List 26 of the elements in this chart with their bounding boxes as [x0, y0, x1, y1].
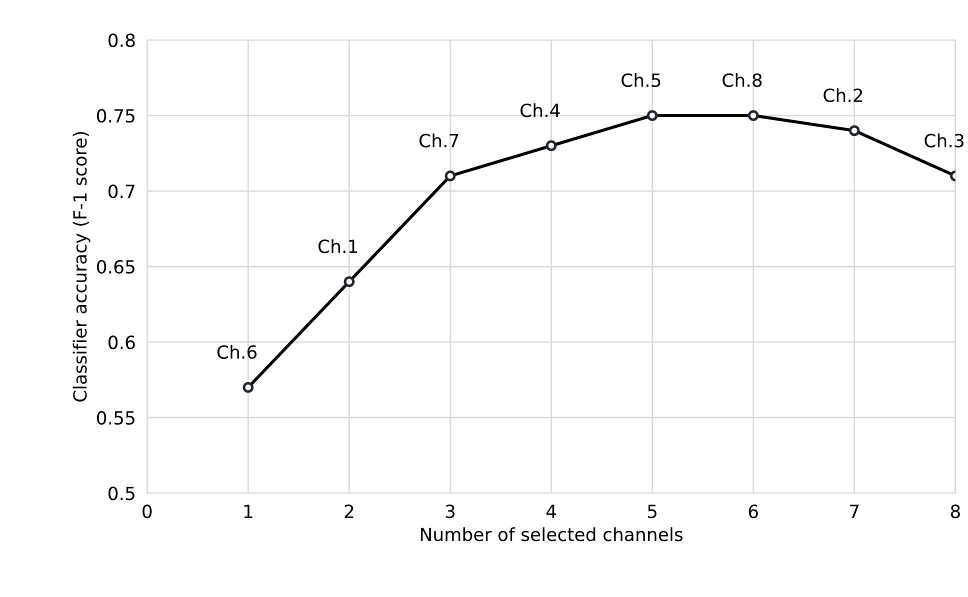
x-tick-label: 1: [244, 504, 252, 518]
x-tick-label: 2: [344, 504, 354, 518]
x-tick-label: 6: [748, 504, 758, 518]
y-tick-label: 0.55: [97, 411, 134, 425]
y-tick-label: 0.65: [97, 260, 134, 274]
y-tick-label: 0.75: [97, 108, 134, 123]
y-tick-label: 0.8: [108, 33, 135, 48]
x-tick-label: 3: [446, 504, 455, 518]
annotation: Ch.7: [420, 133, 458, 148]
x-tick-label: 5: [648, 504, 656, 518]
x-tick-label: 7: [850, 504, 859, 518]
x-tick-label: 8: [950, 504, 960, 518]
y-tick-label: 0.7: [108, 184, 134, 198]
x-axis-title: Number of selected channels: [420, 527, 683, 542]
x-tick-label: 0: [142, 504, 152, 518]
annotation: Ch.6: [217, 344, 257, 359]
y-tick-label: 0.6: [108, 336, 135, 350]
annotation: Ch.3: [924, 133, 964, 148]
annotation: Ch.8: [722, 73, 762, 88]
annotation: Ch.5: [622, 73, 660, 88]
y-axis-title: Classifier accuracy (F-1 score): [72, 132, 90, 402]
annotation: Ch.2: [824, 88, 862, 102]
annotation: Ch.1: [318, 239, 358, 254]
x-tick-label: 4: [546, 504, 556, 518]
y-tick-label: 0.5: [108, 486, 134, 500]
annotation: Ch.4: [520, 103, 560, 118]
